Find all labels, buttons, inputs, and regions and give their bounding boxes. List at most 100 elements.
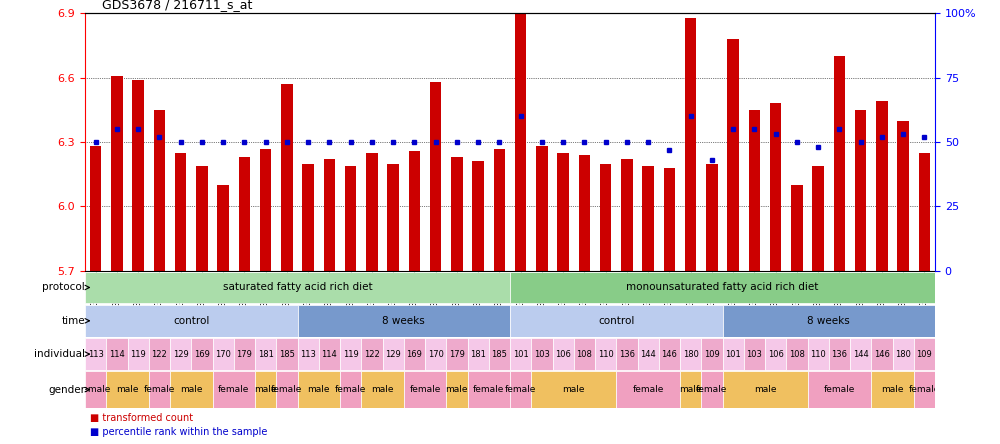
Text: ■ transformed count: ■ transformed count [90,413,193,423]
Bar [510,271,935,304]
Text: GDS3678 / 216711_s_at: GDS3678 / 216711_s_at [102,0,252,11]
Text: individual: individual [34,349,85,359]
Text: 136: 136 [831,349,847,359]
Text: 129: 129 [385,349,401,359]
Text: 108: 108 [789,349,805,359]
Bar [255,338,276,370]
Text: 122: 122 [152,349,167,359]
Text: male: male [881,385,904,394]
Bar [196,166,208,271]
Text: male: male [562,385,585,394]
Bar [579,155,590,271]
Bar [239,157,250,271]
Bar [786,338,808,370]
Text: 180: 180 [895,349,911,359]
Bar [85,338,106,370]
Bar [451,157,463,271]
Bar [404,372,446,408]
Bar [212,338,234,370]
Bar [701,338,722,370]
Bar [574,338,595,370]
Bar [298,372,340,408]
Bar [324,159,335,271]
Text: male: male [679,385,702,394]
Bar [531,372,616,408]
Bar [170,338,191,370]
Bar [808,338,829,370]
Text: protocol: protocol [42,282,85,293]
Text: 103: 103 [746,349,762,359]
Bar [722,338,744,370]
Bar [701,372,722,408]
Text: monounsaturated fatty acid rich diet: monounsaturated fatty acid rich diet [626,282,819,293]
Text: male: male [308,385,330,394]
Bar [749,110,760,271]
Bar [600,163,611,271]
Bar [111,75,123,271]
Bar [128,338,149,370]
Bar [170,372,212,408]
Bar [387,163,399,271]
Text: 106: 106 [768,349,784,359]
Text: 119: 119 [130,349,146,359]
Bar [829,338,850,370]
Bar [536,147,548,271]
Bar [727,39,739,271]
Text: 109: 109 [916,349,932,359]
Text: female: female [909,385,940,394]
Text: 170: 170 [215,349,231,359]
Bar [85,372,106,408]
Bar [510,372,531,408]
Text: 169: 169 [406,349,422,359]
Text: 119: 119 [343,349,358,359]
Text: 113: 113 [88,349,104,359]
Text: male: male [754,385,776,394]
Text: 113: 113 [300,349,316,359]
Bar [382,338,404,370]
Bar [808,372,871,408]
Bar [404,338,425,370]
Bar [175,153,186,271]
Bar [149,338,170,370]
Bar [234,338,255,370]
Text: male: male [254,385,277,394]
Text: 170: 170 [428,349,444,359]
Bar [468,338,489,370]
Text: 110: 110 [810,349,826,359]
Text: 122: 122 [364,349,380,359]
Text: 185: 185 [491,349,507,359]
Bar [638,338,659,370]
Bar [510,338,531,370]
Bar [340,372,361,408]
Text: saturated fatty acid rich diet: saturated fatty acid rich diet [223,282,372,293]
Bar [361,338,382,370]
Bar [770,103,781,271]
Text: 181: 181 [258,349,274,359]
Bar [106,338,128,370]
Text: male: male [116,385,139,394]
Bar [446,338,468,370]
Text: 144: 144 [853,349,868,359]
Bar [255,372,276,408]
Text: 144: 144 [640,349,656,359]
Bar [276,372,298,408]
Text: 146: 146 [874,349,890,359]
Bar [515,13,526,271]
Bar [361,372,404,408]
Text: male: male [180,385,202,394]
Bar [85,271,510,304]
Bar [876,101,888,271]
Text: 101: 101 [513,349,528,359]
Bar [366,153,378,271]
Bar [494,149,505,271]
Bar [680,338,701,370]
Bar [430,82,441,271]
Bar [212,372,255,408]
Bar [510,305,722,337]
Text: ■ percentile rank within the sample: ■ percentile rank within the sample [90,427,267,437]
Bar [472,162,484,271]
Bar [340,338,361,370]
Text: female: female [632,385,664,394]
Bar [919,153,930,271]
Bar [154,110,165,271]
